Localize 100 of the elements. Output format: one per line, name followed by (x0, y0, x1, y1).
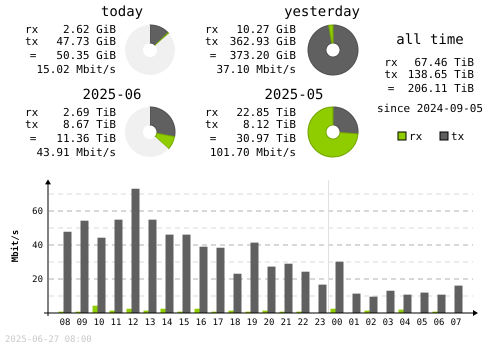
text: 362.93 GiB (230, 35, 296, 48)
y-axis-title: Mbit/s (10, 230, 21, 262)
text: = (388, 82, 395, 95)
y-tick-label: 20 (32, 275, 43, 285)
bar (148, 220, 156, 313)
text: = (30, 132, 37, 145)
text: = (30, 49, 37, 62)
x-tick-label: 20 (264, 318, 274, 328)
x-tick-label: 12 (128, 318, 138, 328)
x-tick-label: 17 (212, 318, 224, 328)
donut-slice (150, 106, 176, 138)
x-tick-label: 08 (60, 318, 70, 328)
x-tick-label: 01 (348, 318, 360, 328)
bar (80, 220, 88, 313)
x-tick-label: 11 (110, 318, 122, 328)
bar (336, 262, 344, 313)
text: 138.65 TiB (408, 68, 474, 81)
text: 11.36 TiB (56, 132, 116, 145)
text: 10.27 GiB (236, 23, 296, 36)
text: = (210, 49, 217, 62)
text: rx (25, 106, 39, 119)
donut-slice (154, 132, 176, 150)
text: since 2024-09-05 (377, 102, 483, 115)
bar (438, 294, 446, 313)
text: 373.20 GiB (230, 49, 296, 62)
text: tx (25, 118, 39, 131)
bar (132, 188, 140, 313)
chart-title: 2025-06 (82, 87, 142, 103)
text: 50.35 GiB (56, 49, 116, 62)
bar (182, 234, 190, 313)
x-tick-label: 18 (230, 318, 240, 328)
donut-slice (125, 107, 169, 157)
bar (234, 274, 242, 313)
text: 43.91 Mbit/s (36, 146, 116, 159)
x-tick-label: 21 (280, 318, 292, 328)
text: rx (25, 23, 39, 36)
x-tick-label: 10 (94, 318, 104, 328)
bar (92, 306, 98, 313)
chart-title: 2025-05 (264, 87, 324, 103)
chart-title: yesterday (284, 4, 360, 20)
bar (114, 220, 122, 313)
text: 67.46 TiB (414, 56, 474, 69)
text: 2.62 GiB (63, 23, 116, 36)
x-tick-label: 09 (76, 318, 88, 328)
donut-slice (125, 25, 175, 75)
text: all time (396, 32, 464, 48)
text: 8.12 TiB (243, 118, 296, 131)
text: tx (205, 118, 219, 131)
chart-title: today (100, 4, 144, 20)
x-tick-label: 00 (332, 318, 342, 328)
x-tick-label: 02 (366, 318, 376, 328)
x-tick-label: 04 (400, 318, 410, 328)
bar (404, 294, 412, 313)
bar (370, 296, 378, 313)
y-tick-label: 60 (32, 207, 43, 217)
donut-slice (150, 24, 169, 46)
donut-slice (328, 24, 334, 44)
bar (98, 238, 106, 313)
bar (386, 290, 394, 313)
x-tick-label: 07 (450, 318, 462, 328)
text: 8.67 TiB (63, 118, 116, 131)
x-tick-label: 03 (382, 318, 394, 328)
legend-label: tx (451, 130, 465, 143)
bar (454, 286, 462, 313)
bar (352, 294, 360, 313)
bar (268, 266, 276, 313)
text: 15.02 Mbit/s (36, 63, 116, 76)
text: tx (25, 35, 39, 48)
x-tick-label: 23 (314, 318, 326, 328)
bar (166, 234, 174, 313)
x-tick-label: 16 (196, 318, 206, 328)
donut-slice (308, 24, 358, 76)
text: rx (205, 106, 219, 119)
x-tick-label: 14 (162, 318, 172, 328)
text: 2.69 TiB (63, 106, 116, 119)
bar (284, 264, 292, 313)
text: 37.10 Mbit/s (216, 63, 296, 76)
bar (420, 292, 428, 313)
bar (302, 272, 310, 313)
text: rx (205, 23, 219, 36)
bar (216, 248, 224, 313)
legend-label: rx (409, 130, 423, 143)
y-tick-label: 40 (32, 241, 43, 251)
donut-slice (332, 106, 358, 134)
x-tick-label: 06 (434, 318, 444, 328)
text: 22.85 TiB (236, 106, 296, 119)
text: tx (384, 68, 398, 81)
x-tick-label: 13 (144, 318, 156, 328)
bar (200, 246, 208, 313)
x-tick-label: 19 (246, 318, 258, 328)
bar (64, 232, 72, 313)
text: 47.73 GiB (56, 35, 116, 48)
bar (250, 242, 258, 313)
donut-slice (308, 106, 358, 158)
x-tick-label: 05 (416, 318, 428, 328)
text: 30.97 TiB (236, 132, 296, 145)
text: 101.70 Mbit/s (210, 146, 296, 159)
text: = (210, 132, 217, 145)
text: rx (384, 56, 398, 69)
x-tick-label: 15 (178, 318, 190, 328)
